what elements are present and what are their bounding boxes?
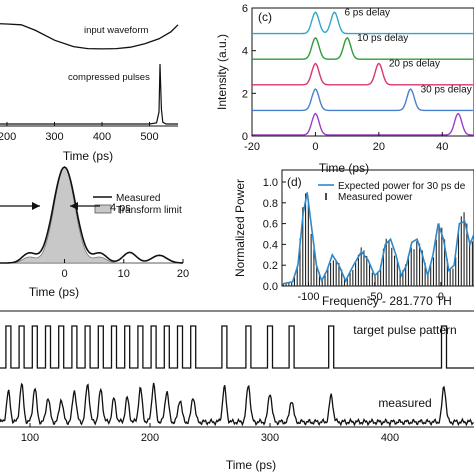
panel-c-y-tick-label: 2 <box>242 88 248 100</box>
panel-d-ticks: -100 -50 0 0.0 0.2 0.4 0.6 0.8 1.0 <box>263 177 444 303</box>
label-compressed-pulses: compressed pulses <box>68 72 150 83</box>
label-measured: measured <box>378 396 431 410</box>
middle-left-x-ticks: 0 10 20 <box>61 259 189 280</box>
legend-transform-limit: Transform limit <box>116 205 182 216</box>
legend-expected-power: Expected power for 30 ps de <box>338 181 466 192</box>
fwhm-arrowhead-right <box>70 202 78 210</box>
bottom-x-tick-label: 200 <box>141 432 159 444</box>
panel-d-x-tick-label: -100 <box>297 291 319 303</box>
panel-c-series: 6 ps delay 10 ps delay 20 ps delay 30 ps de… <box>252 7 473 136</box>
target-pulse-pattern-line <box>0 325 474 369</box>
panel-d-letter: (d) <box>287 175 302 189</box>
panel-c-trace-1 <box>252 36 473 60</box>
top-left-panel: input waveform compressed pulses 200 300 4… <box>0 23 179 163</box>
input-waveform-line <box>0 23 179 50</box>
top-left-x-tick-label: 500 <box>140 131 158 143</box>
panel-d-y-tick-label: 1.0 <box>263 177 278 189</box>
legend-measured: Measured <box>116 193 160 204</box>
panel-c-x-tick-label: 20 <box>373 141 385 153</box>
panel-c-x-tick-label: 40 <box>436 141 448 153</box>
label-target-pulse-pattern: target pulse pattern <box>353 323 456 337</box>
top-left-x-ticks: 200 300 400 500 <box>0 122 159 143</box>
panel-c-trace-3 <box>252 88 473 112</box>
top-left-x-tick-label: 400 <box>93 131 111 143</box>
panel-c-y-tick-label: 0 <box>242 131 248 143</box>
measured-line <box>0 166 183 264</box>
fwhm-arrowhead-left <box>32 202 40 210</box>
panel-d-y-label: Normalized Power <box>233 179 247 277</box>
bottom-x-ticks: 100 200 300 400 <box>21 423 399 444</box>
compressed-pulses-line <box>0 63 178 125</box>
measured-pulses-line <box>0 382 474 427</box>
middle-left-panel: Measured Transform limit 4 ps 0 10 20 Time… <box>0 166 189 299</box>
top-left-x-label: Time (ps) <box>63 149 113 163</box>
panel-c-frame <box>251 7 474 137</box>
panel-c-trace-4 <box>252 112 473 136</box>
top-left-x-tick-label: 200 <box>0 131 16 143</box>
panel-c-y-tick-label: 4 <box>242 46 248 58</box>
legend-transform-swatch <box>94 204 112 214</box>
middle-left-x-tick-label: 20 <box>177 268 189 280</box>
panel-c-y-tick-label: 6 <box>242 3 248 15</box>
top-left-x-tick-label: 300 <box>45 131 63 143</box>
panel-c-y-label: Intensity (a.u.) <box>215 34 229 110</box>
panel-c-trace-label-3: 30 ps delay <box>421 84 472 95</box>
panel-d-y-tick-label: 0.2 <box>263 260 278 272</box>
fwhm-annotation: 4 ps <box>110 202 131 214</box>
bottom-x-tick-label: 400 <box>381 432 399 444</box>
panel-c: 6 ps delay 10 ps delay 20 ps delay 30 ps de… <box>215 3 474 175</box>
panel-c-x-label: Time (ps) <box>319 161 369 175</box>
bottom-x-tick-label: 300 <box>261 432 279 444</box>
expected-power-line <box>281 192 474 285</box>
panel-c-trace-2 <box>252 62 473 86</box>
middle-left-x-label: Time (ps) <box>29 285 79 299</box>
panel-c-trace-0 <box>252 11 473 35</box>
panel-c-letter: (c) <box>258 10 272 24</box>
panel-d-y-tick-label: 0.4 <box>263 239 278 251</box>
panel-d-x-label: Frequency - 281.770 TH <box>322 294 452 308</box>
label-input-waveform: input waveform <box>84 25 149 36</box>
panel-d-y-tick-label: 0.6 <box>263 219 278 231</box>
bottom-panel: target pulse pattern measured 100 200 300 4… <box>0 310 474 472</box>
panel-d-y-tick-label: 0.8 <box>263 198 278 210</box>
panel-d-x-tick-label: 0 <box>438 291 444 303</box>
panel-c-trace-label-2: 20 ps delay <box>389 59 440 70</box>
panel-d-y-tick-label: 0.0 <box>263 281 278 293</box>
panel-c-trace-label-1: 10 ps delay <box>357 33 408 44</box>
panel-c-x-tick-label: 0 <box>312 141 318 153</box>
panel-d-x-tick-label: -50 <box>367 291 383 303</box>
panel-d: Expected power for 30 ps de Measured pow… <box>233 169 474 308</box>
panel-c-x-tick-label: -20 <box>244 141 260 153</box>
panel-c-trace-label-0: 6 ps delay <box>344 7 390 18</box>
middle-left-x-tick-label: 0 <box>61 268 67 280</box>
bottom-x-tick-label: 100 <box>21 432 39 444</box>
bottom-x-label: Time (ps) <box>226 458 276 472</box>
legend-measured-power: Measured power <box>338 192 413 203</box>
middle-left-x-tick-label: 10 <box>118 268 130 280</box>
